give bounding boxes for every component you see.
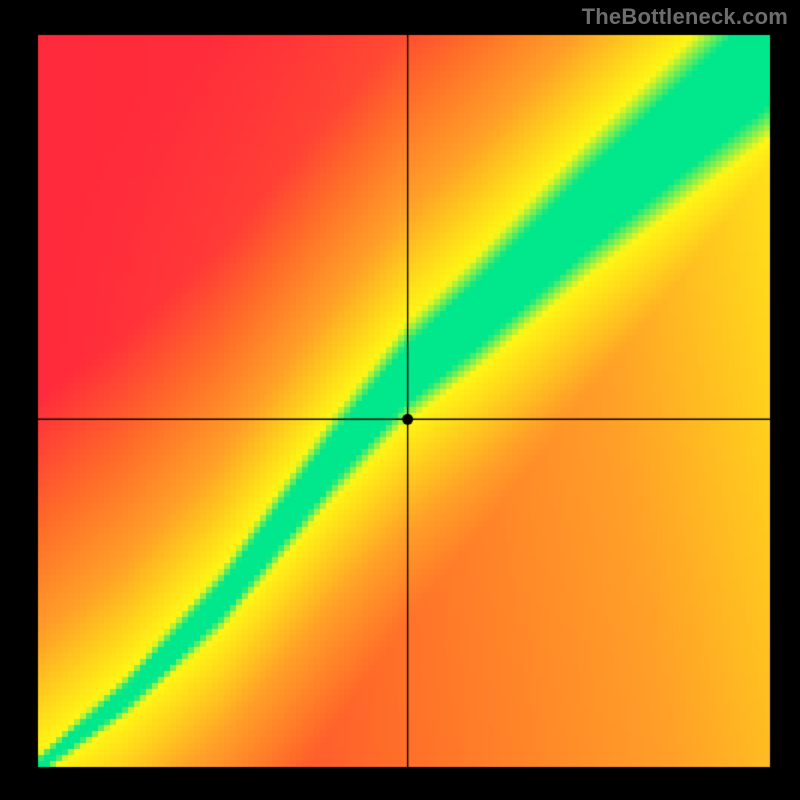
bottleneck-heatmap [0, 0, 800, 800]
watermark-text: TheBottleneck.com [582, 4, 788, 30]
